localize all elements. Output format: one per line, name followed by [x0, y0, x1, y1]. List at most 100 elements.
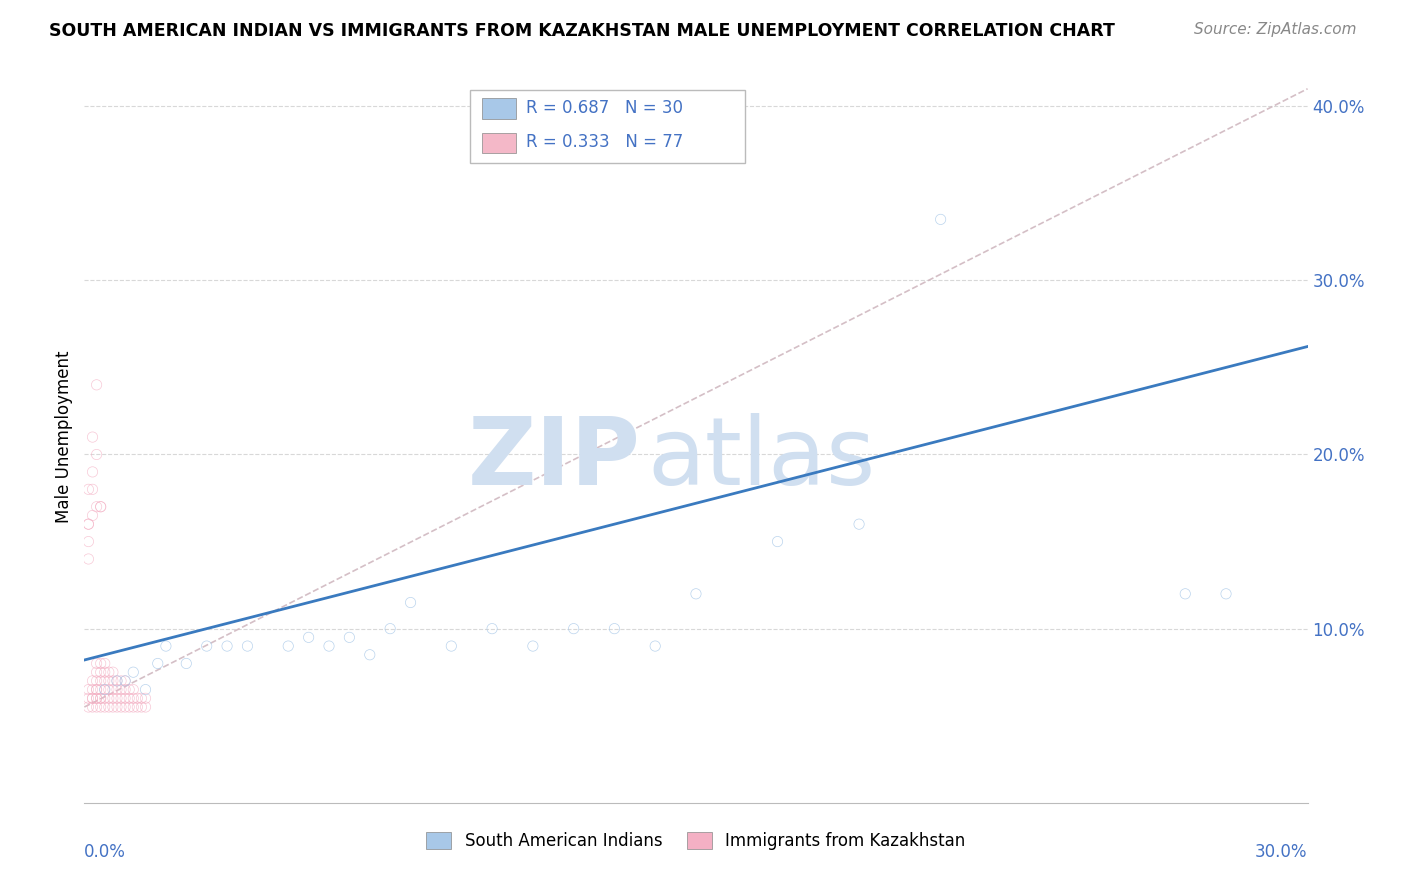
- Point: [277, 639, 299, 653]
- Point: [82, 483, 104, 497]
- Text: SOUTH AMERICAN INDIAN VS IMMIGRANTS FROM KAZAKHSTAN MALE UNEMPLOYMENT CORRELATIO: SOUTH AMERICAN INDIAN VS IMMIGRANTS FROM…: [49, 22, 1115, 40]
- Point: [399, 595, 422, 609]
- Point: [97, 691, 120, 706]
- Point: [685, 587, 707, 601]
- Point: [359, 648, 381, 662]
- Point: [929, 212, 952, 227]
- Point: [101, 700, 124, 714]
- Point: [110, 691, 132, 706]
- Point: [298, 631, 321, 645]
- Point: [135, 691, 157, 706]
- Text: R = 0.333   N = 77: R = 0.333 N = 77: [526, 133, 683, 152]
- Point: [82, 508, 104, 523]
- Point: [105, 691, 128, 706]
- Point: [93, 673, 115, 688]
- Legend: South American Indians, Immigrants from Kazakhstan: South American Indians, Immigrants from …: [419, 825, 973, 856]
- Y-axis label: Male Unemployment: Male Unemployment: [55, 351, 73, 524]
- Point: [93, 682, 115, 697]
- Point: [82, 691, 104, 706]
- Point: [90, 700, 112, 714]
- Point: [77, 483, 100, 497]
- Point: [86, 691, 108, 706]
- Point: [101, 691, 124, 706]
- Point: [155, 639, 177, 653]
- Point: [82, 673, 104, 688]
- Point: [562, 622, 585, 636]
- Point: [1215, 587, 1237, 601]
- Point: [101, 682, 124, 697]
- Point: [93, 691, 115, 706]
- Point: [318, 639, 340, 653]
- Point: [90, 665, 112, 680]
- Point: [90, 500, 112, 514]
- Point: [86, 657, 108, 671]
- Point: [86, 500, 108, 514]
- Point: [90, 500, 112, 514]
- Point: [118, 682, 141, 697]
- Point: [93, 657, 115, 671]
- Point: [195, 639, 218, 653]
- Point: [380, 622, 402, 636]
- Point: [77, 691, 100, 706]
- Point: [114, 682, 136, 697]
- Point: [848, 517, 870, 532]
- Point: [82, 700, 104, 714]
- Point: [118, 700, 141, 714]
- Point: [131, 691, 153, 706]
- Point: [97, 665, 120, 680]
- Point: [105, 682, 128, 697]
- Point: [101, 673, 124, 688]
- Point: [1174, 587, 1197, 601]
- Point: [93, 700, 115, 714]
- Point: [110, 682, 132, 697]
- Point: [82, 682, 104, 697]
- Point: [146, 657, 169, 671]
- Point: [110, 700, 132, 714]
- Point: [77, 517, 100, 532]
- Point: [77, 534, 100, 549]
- Point: [127, 700, 149, 714]
- Point: [77, 552, 100, 566]
- Point: [77, 682, 100, 697]
- Point: [122, 665, 145, 680]
- Point: [122, 700, 145, 714]
- Text: 0.0%: 0.0%: [84, 843, 127, 861]
- Point: [135, 700, 157, 714]
- Point: [82, 465, 104, 479]
- Point: [105, 700, 128, 714]
- Point: [644, 639, 666, 653]
- Point: [86, 448, 108, 462]
- Point: [97, 700, 120, 714]
- Point: [90, 691, 112, 706]
- Point: [86, 691, 108, 706]
- Point: [90, 673, 112, 688]
- Point: [82, 430, 104, 444]
- Point: [122, 682, 145, 697]
- Point: [86, 700, 108, 714]
- Text: 30.0%: 30.0%: [1256, 843, 1308, 861]
- Point: [603, 622, 626, 636]
- Point: [522, 639, 544, 653]
- Point: [440, 639, 463, 653]
- Point: [93, 682, 115, 697]
- Point: [114, 691, 136, 706]
- Point: [114, 673, 136, 688]
- Point: [135, 682, 157, 697]
- Point: [131, 700, 153, 714]
- Point: [86, 377, 108, 392]
- Point: [101, 665, 124, 680]
- Point: [86, 682, 108, 697]
- Point: [86, 673, 108, 688]
- Point: [105, 673, 128, 688]
- FancyBboxPatch shape: [482, 133, 516, 153]
- Point: [110, 673, 132, 688]
- Point: [236, 639, 259, 653]
- Point: [127, 691, 149, 706]
- Point: [86, 665, 108, 680]
- Text: ZIP: ZIP: [468, 413, 641, 505]
- Point: [82, 691, 104, 706]
- FancyBboxPatch shape: [470, 90, 745, 163]
- Point: [766, 534, 789, 549]
- Text: atlas: atlas: [647, 413, 876, 505]
- Point: [86, 682, 108, 697]
